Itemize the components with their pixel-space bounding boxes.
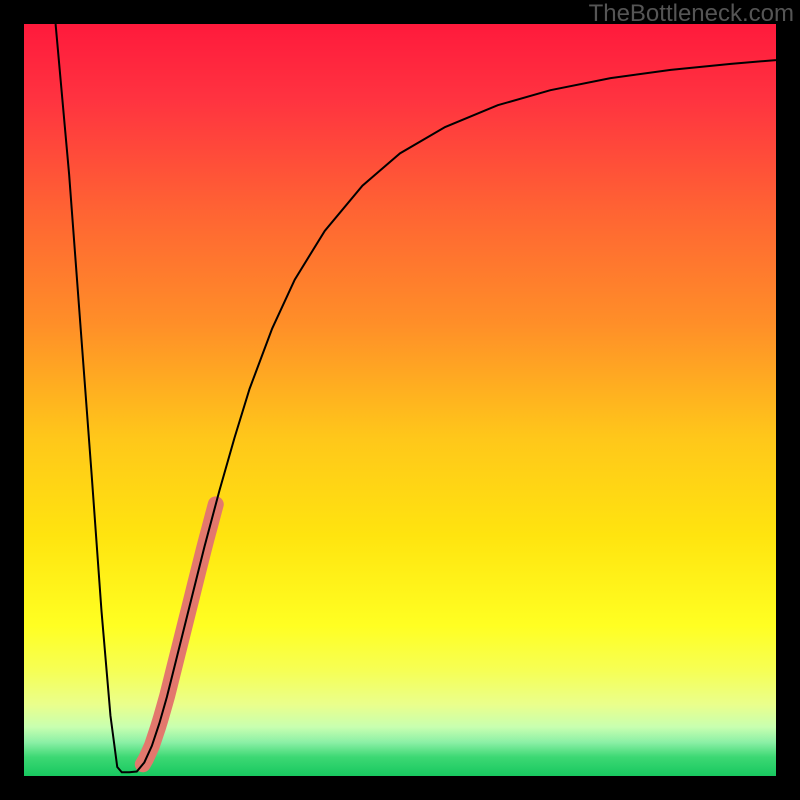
chart-overlay-svg	[0, 0, 800, 800]
bottleneck-curve	[56, 24, 776, 772]
chart-stage: TheBottleneck.com	[0, 0, 800, 800]
